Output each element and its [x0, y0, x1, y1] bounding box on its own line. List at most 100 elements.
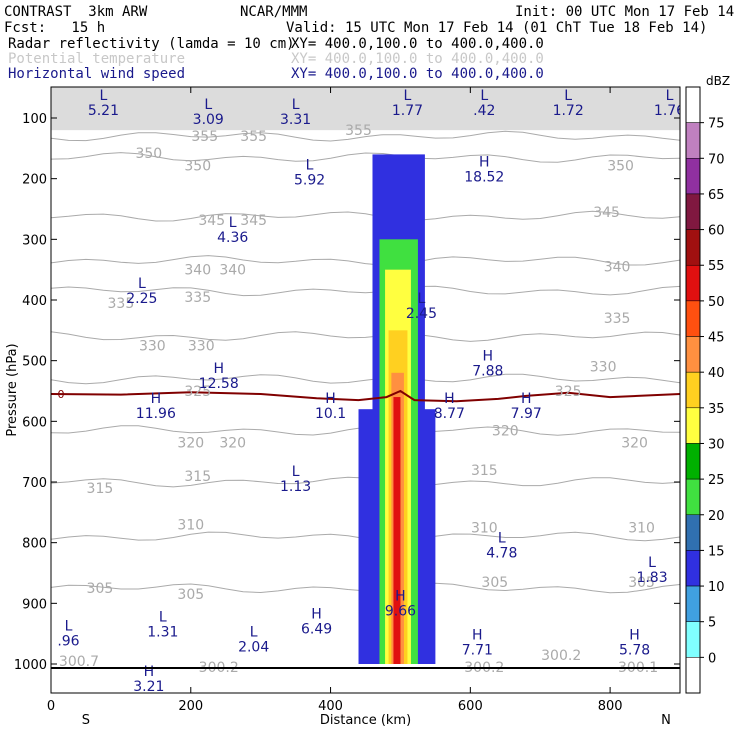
wind-extremum-marker: H	[444, 391, 455, 407]
freezing-level-line	[51, 389, 680, 403]
wind-extremum-marker: L	[292, 97, 300, 113]
theta-contour-label: 320	[177, 436, 204, 452]
wind-extremum-value: 9.66	[385, 603, 416, 619]
theta-contour-label: 300.2	[541, 648, 581, 664]
colorbar-swatch	[685, 407, 701, 444]
theta-contour-label: 305	[628, 575, 655, 591]
theta-contour-line	[51, 255, 680, 266]
colorbar-swatch	[685, 336, 701, 373]
wind-extremum-marker: H	[325, 391, 336, 407]
colorbar-swatch	[685, 193, 701, 230]
colorbar-level-label: 0	[708, 651, 716, 666]
wind-extremum-marker: L	[138, 276, 146, 292]
field-reflectivity: Radar reflectivity (lamda = 10 cm)	[8, 36, 295, 52]
wind-extremum-marker: L	[292, 464, 300, 480]
wind-extremum-value: .42	[473, 103, 495, 119]
theta-contour-label: 330	[139, 339, 166, 355]
field-wind-speed: Horizontal wind speed	[8, 66, 186, 82]
theta-contour-label: 330	[590, 360, 617, 376]
theta-contour-label: 310	[177, 517, 204, 533]
wind-extremum-marker: L	[100, 88, 108, 104]
y-tick-label: 600	[22, 415, 47, 430]
wind-extremum-value: 4.36	[217, 230, 248, 246]
wind-extremum-value: 7.97	[511, 406, 542, 422]
y-tick-label: 400	[22, 294, 47, 309]
colorbar-level-label: 55	[708, 259, 725, 274]
theta-contour-label: 325	[184, 384, 211, 400]
theta-contour-label: 320	[492, 423, 519, 439]
theta-contour-label: 315	[471, 463, 498, 479]
theta-contour-label: 330	[188, 339, 215, 355]
colorbar-swatch	[685, 550, 701, 587]
wind-extremum-marker: H	[479, 155, 490, 171]
theta-contour-line	[51, 130, 680, 142]
organization-label: NCAR/MMM	[240, 4, 308, 20]
wind-extremum-marker: L	[306, 158, 314, 174]
theta-contour-label: 310	[471, 521, 498, 537]
theta-contour-label: 315	[184, 469, 211, 485]
colorbar-swatch	[685, 585, 701, 622]
plot-frame	[50, 86, 681, 694]
field-wind-speed-xy: XY= 400.0,100.0 to 400.0,400.0	[291, 66, 544, 82]
wind-extremum-value: 10.1	[315, 406, 346, 422]
theta-contour-label: 350	[135, 146, 162, 162]
wind-extremum-value: 1.72	[553, 103, 584, 119]
wind-extremum-marker: H	[151, 391, 162, 407]
wind-extremum-value: 4.78	[486, 546, 517, 562]
theta-contour-label: 340	[604, 260, 631, 276]
theta-contour-label: 315	[87, 481, 114, 497]
wind-extremum-value: 3.31	[280, 112, 311, 128]
theta-contour-label: 310	[628, 521, 655, 537]
wind-extremum-value: 3.21	[133, 679, 164, 695]
wind-extremum-marker: L	[418, 291, 426, 307]
colorbar-swatch	[685, 229, 701, 266]
wind-extremum-value: 5.92	[294, 173, 325, 189]
wind-extremum-marker: H	[521, 391, 532, 407]
valid-time: Valid: 15 UTC Mon 17 Feb 14 (01 ChT Tue …	[286, 20, 708, 36]
colorbar-level-label: 30	[708, 437, 725, 452]
theta-contour-label: 320	[621, 436, 648, 452]
wind-extremum-value: 5.78	[619, 643, 650, 659]
theta-contour-label: 350	[607, 158, 634, 174]
colorbar-level-label: 60	[708, 224, 725, 239]
colorbar-frame	[685, 86, 701, 694]
colorbar-swatch	[685, 443, 701, 480]
freezing-level-label: 0	[58, 388, 65, 401]
x-tick-label: 800	[598, 699, 623, 714]
wind-extremum-value: 2.45	[406, 306, 437, 322]
colorbar-level-label: 65	[708, 188, 725, 203]
wind-extremum-value: 5.21	[88, 103, 119, 119]
wind-extremum-marker: L	[666, 88, 674, 104]
colorbar-level-label: 20	[708, 509, 725, 524]
south-end-label: S	[82, 713, 90, 728]
colorbar-level-label: 35	[708, 402, 725, 417]
theta-contour-label: 340	[184, 263, 211, 279]
theta-contour-label: 355	[240, 129, 267, 145]
wind-extremum-value: 1.13	[280, 479, 311, 495]
colorbar-level-label: 40	[708, 366, 725, 381]
colorbar-swatch	[685, 371, 701, 409]
wind-extremum-marker: L	[250, 625, 258, 641]
x-tick-label: 600	[458, 699, 483, 714]
theta-contour-label: 355	[191, 129, 218, 145]
field-theta: Potential temperature	[8, 51, 186, 67]
wind-extremum-value: 2.25	[126, 291, 157, 307]
theta-contour-label: 350	[184, 158, 211, 174]
colorbar-swatch	[685, 657, 701, 694]
wind-extremum-value: 8.77	[434, 406, 465, 422]
colorbar-level-label: 45	[708, 331, 725, 346]
y-tick-label: 800	[22, 537, 47, 552]
theta-contour-line	[51, 285, 680, 297]
y-tick-label: 700	[22, 476, 47, 491]
wind-extremum-value: 1.83	[636, 570, 667, 586]
wind-extremum-value: 7.88	[472, 364, 503, 380]
theta-contour-label: 335	[604, 311, 631, 327]
theta-contour-line	[51, 373, 680, 385]
colorbar-swatch	[685, 514, 701, 551]
wind-extremum-marker: L	[648, 555, 656, 571]
theta-contour-label: 335	[108, 296, 135, 312]
wind-extremum-marker: H	[213, 361, 224, 377]
wind-extremum-value: 1.31	[147, 625, 178, 641]
colorbar-level-label: 5	[708, 616, 716, 631]
